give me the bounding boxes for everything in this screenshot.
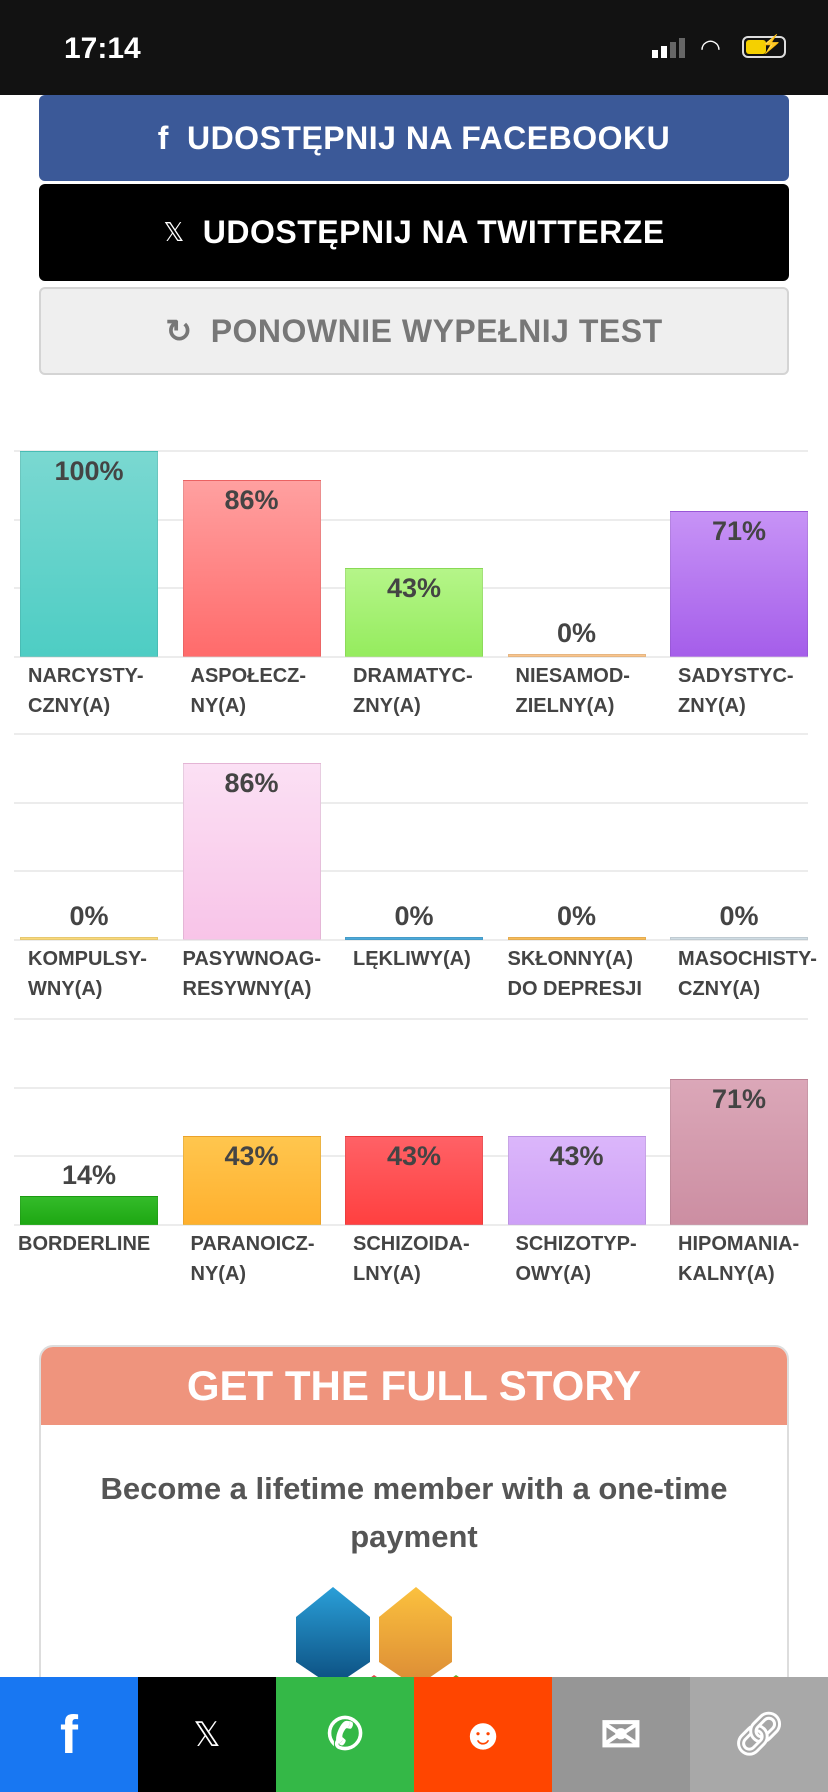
bar-value-label: 0% <box>394 901 434 931</box>
bar-value-label: 0% <box>556 618 597 648</box>
bar-value-label: 0% <box>69 901 109 931</box>
gridline <box>14 656 808 658</box>
bar-value-label: 43% <box>549 1141 604 1172</box>
share-whatsapp-icon[interactable]: ✆ <box>276 1677 414 1792</box>
category-label: SKŁONNY(A) DO DEPRESJI <box>507 948 642 1000</box>
bar-value-label: 14% <box>61 1160 117 1191</box>
logo-icon <box>296 1587 468 1683</box>
bar-value-label: 71% <box>711 1083 767 1114</box>
bar <box>20 937 158 940</box>
share-facebook-label: UDOSTĘPNIJ NA FACEBOOKU <box>186 119 671 156</box>
category-label: BORDERLINE <box>18 1233 151 1255</box>
bar <box>182 479 321 657</box>
bar-value-label: 86% <box>224 767 279 798</box>
reload-icon: ↻ <box>165 313 193 349</box>
bar <box>507 1136 646 1225</box>
bar-value-label: 86% <box>224 484 279 515</box>
share-facebook-icon[interactable]: f <box>0 1677 138 1792</box>
bar <box>182 762 321 940</box>
gridline <box>14 450 808 452</box>
share-reddit-icon[interactable]: ☻ <box>414 1677 552 1792</box>
bar <box>20 1196 158 1225</box>
promo-title: GET THE FULL STORY <box>41 1347 787 1425</box>
bar <box>345 937 483 940</box>
bar-value-label: 100% <box>54 456 124 486</box>
bar <box>670 937 808 940</box>
share-facebook-button[interactable]: f UDOSTĘPNIJ NA FACEBOOKU <box>39 95 789 181</box>
share-twitter-button[interactable]: 𝕏 UDOSTĘPNIJ NA TWITTERZE <box>39 184 789 281</box>
clock: 17:14 <box>64 32 141 65</box>
bar <box>670 1078 808 1225</box>
retake-test-label: PONOWNIE WYPEŁNIJ TEST <box>210 312 663 349</box>
share-copy-link-icon[interactable]: 🔗︎ <box>690 1677 828 1792</box>
category-label: SADYSTYC- ZNY(A) <box>678 665 794 717</box>
share-bar: f 𝕏 ✆ ☻ ✉ 🔗︎ <box>0 1677 828 1792</box>
gridline <box>14 1018 808 1020</box>
bar-value-label: 43% <box>386 1141 442 1172</box>
bar-value-label: 43% <box>224 1141 279 1172</box>
status-bar: 17:14 ◠ ⚡ <box>0 0 828 95</box>
category-label: ASPOŁECZ- NY(A) <box>190 665 307 717</box>
battery-icon: ⚡ <box>742 34 786 58</box>
promo-card: GET THE FULL STORY Become a lifetime mem… <box>39 1345 789 1685</box>
bar-value-label: 0% <box>556 901 597 931</box>
category-label: KOMPULSY- WNY(A) <box>28 948 147 1000</box>
bar <box>507 937 646 940</box>
category-label: PASYWNOAG- RESYWNY(A) <box>182 948 322 1000</box>
bar <box>670 510 808 657</box>
bar <box>182 1136 321 1225</box>
bar-value-label: 0% <box>719 901 759 931</box>
share-x-icon[interactable]: 𝕏 <box>138 1677 276 1792</box>
bar <box>345 568 483 657</box>
gridline <box>14 870 808 873</box>
category-label: DRAMATYC- ZNY(A) <box>353 665 473 717</box>
retake-test-button[interactable]: ↻ PONOWNIE WYPEŁNIJ TEST <box>39 287 789 375</box>
promo-text: Become a lifetime member with a one-time… <box>100 1471 728 1554</box>
wifi-icon: ◠ <box>700 35 721 62</box>
bar <box>507 654 646 657</box>
x-icon: 𝕏 <box>163 217 185 247</box>
category-label: PARANOICZ- NY(A) <box>190 1233 315 1285</box>
facebook-icon: f <box>157 119 169 156</box>
share-twitter-label: UDOSTĘPNIJ NA TWITTERZE <box>202 214 665 250</box>
gridline <box>14 733 808 735</box>
category-label: LĘKLIWY(A) <box>353 948 471 970</box>
signal-icon <box>652 38 685 58</box>
category-label: NIESAMOD- ZIELNY(A) <box>515 665 630 717</box>
share-email-icon[interactable]: ✉ <box>552 1677 690 1792</box>
category-label: MASOCHISTY- CZNY(A) <box>678 948 817 1000</box>
category-label: NARCYSTY- CZNY(A) <box>28 665 144 717</box>
category-label: HIPOMANIA- KALNY(A) <box>678 1233 800 1285</box>
gridline <box>14 801 808 804</box>
gridline <box>14 939 808 941</box>
gridline <box>14 1224 808 1226</box>
bar <box>20 451 158 657</box>
bar <box>345 1136 483 1225</box>
gridline <box>14 518 808 521</box>
bar-value-label: 71% <box>711 515 767 546</box>
bar-value-label: 43% <box>386 573 442 604</box>
category-label: SCHIZOIDA- LNY(A) <box>353 1233 470 1285</box>
category-label: SCHIZOTYP- OWY(A) <box>515 1233 637 1285</box>
gridline <box>14 1086 808 1089</box>
